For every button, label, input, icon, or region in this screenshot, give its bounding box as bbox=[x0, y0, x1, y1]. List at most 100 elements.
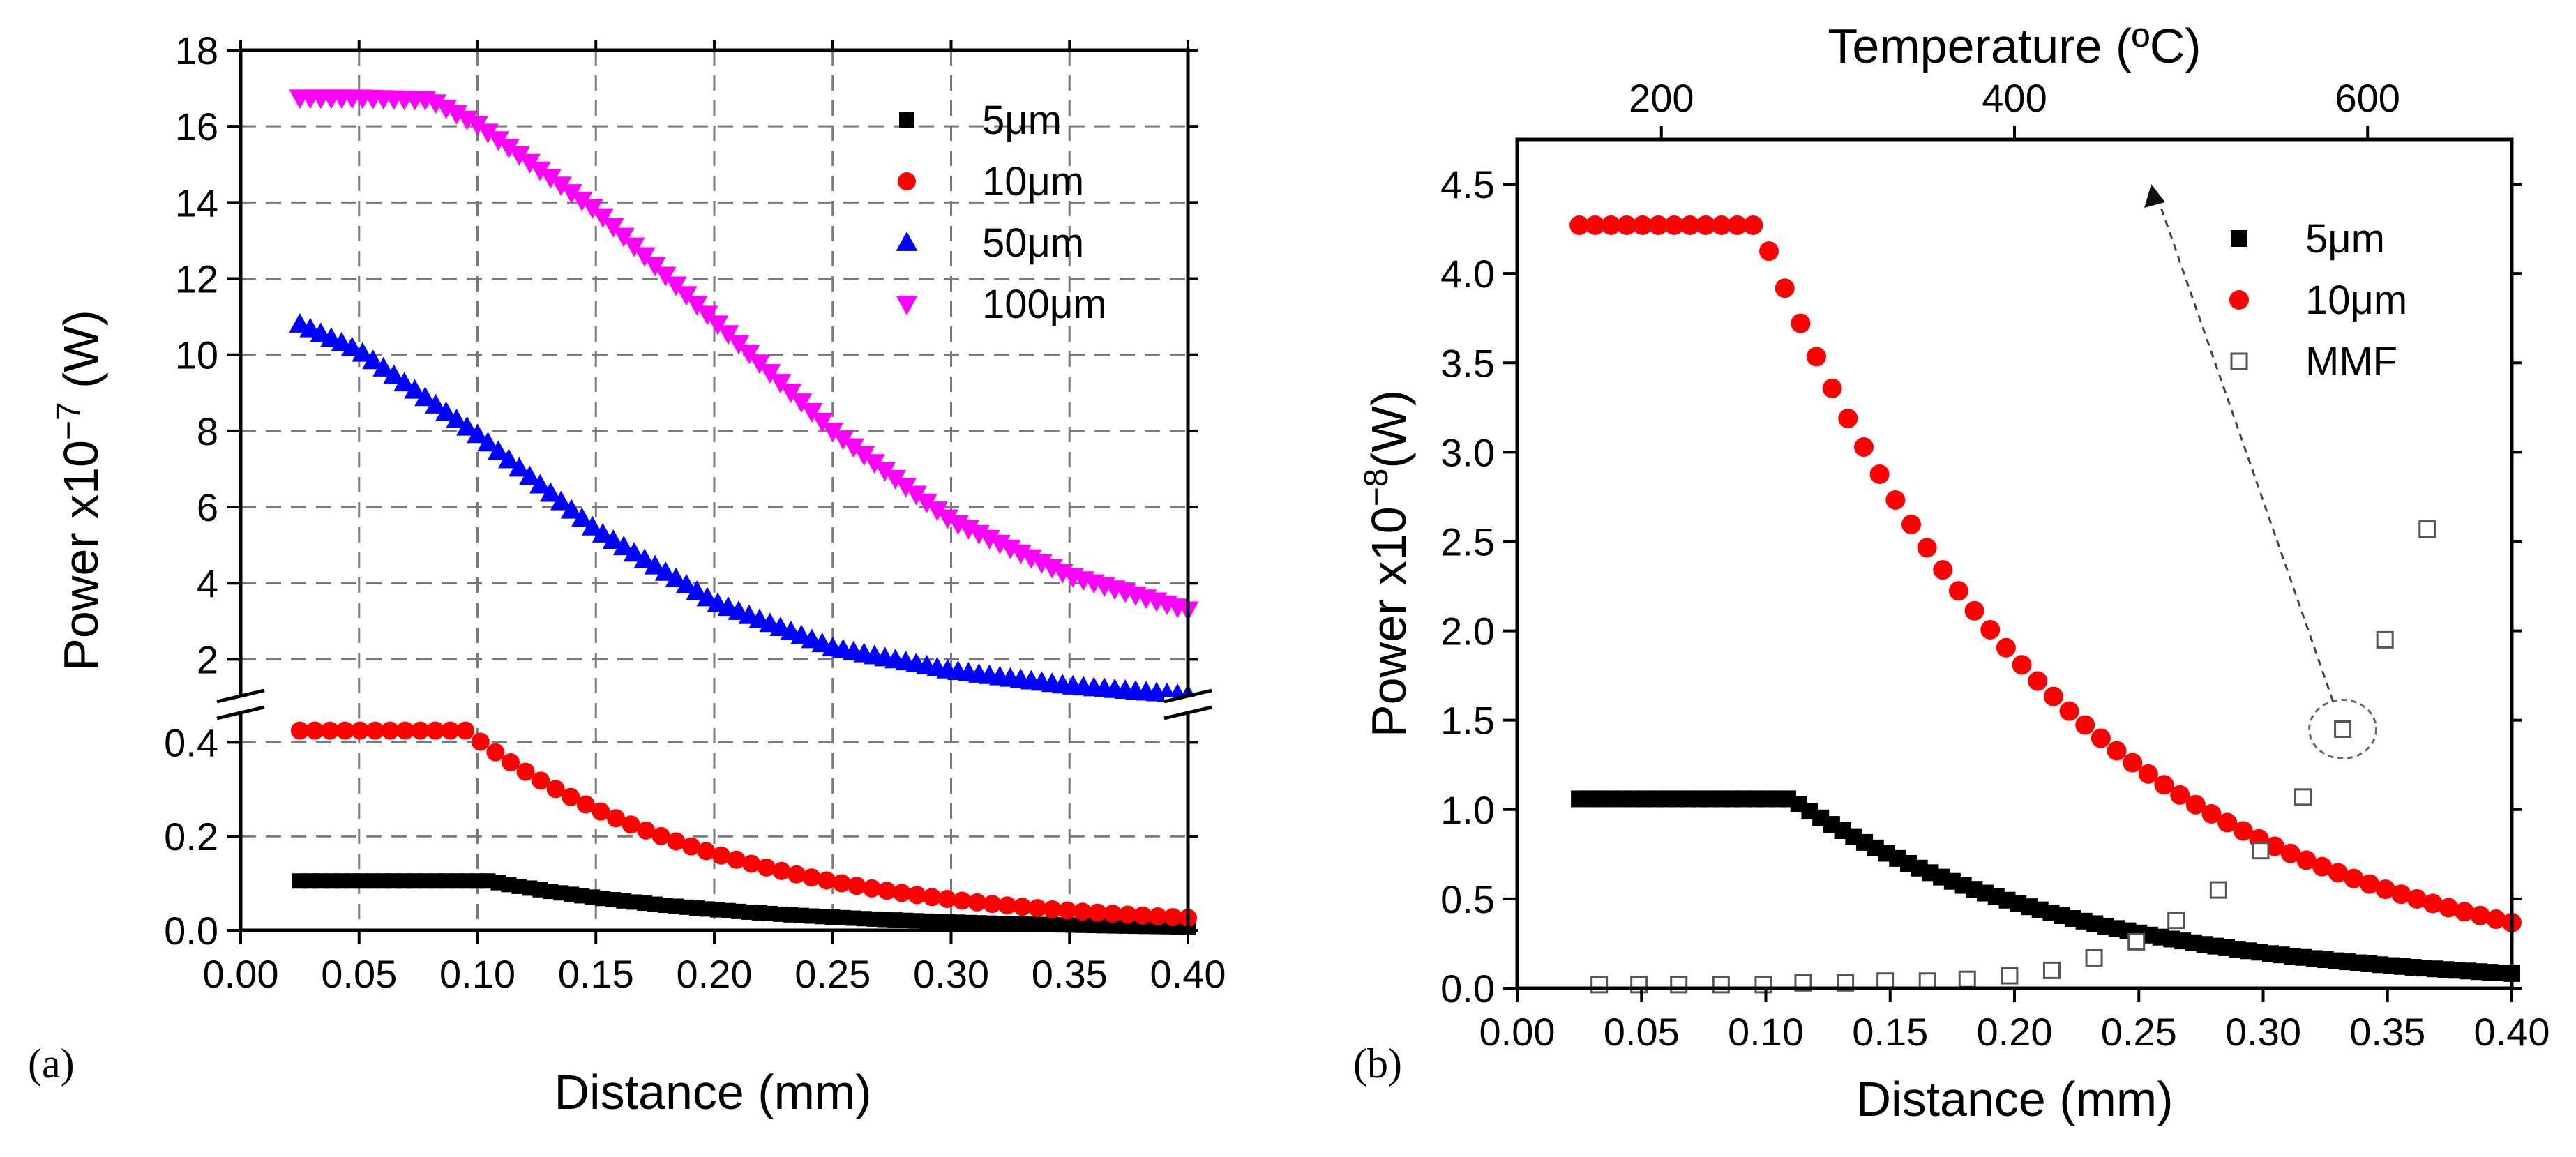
panel-b-point bbox=[2075, 715, 2095, 735]
panel-b-point bbox=[2085, 948, 2103, 967]
panel-a-point bbox=[486, 743, 505, 762]
panel-a-point bbox=[967, 893, 986, 912]
panel-a-point bbox=[665, 567, 687, 587]
panel-a-point bbox=[651, 826, 670, 845]
panel-b-y-tick-label: 2.0 bbox=[1440, 610, 1495, 653]
panel-b-point bbox=[1696, 215, 1716, 235]
panel-a: 0.00 0.05 0.10 0.15 0.20 0.25 0.30 0.35 0.40 2 4 6 8… bbox=[28, 29, 1226, 1119]
panel-b-point bbox=[2423, 893, 2443, 914]
panel-a-point bbox=[592, 522, 614, 543]
panel-a-point bbox=[623, 542, 645, 562]
panel-a-point bbox=[667, 832, 686, 851]
panel-b-point bbox=[2391, 884, 2411, 905]
panel-a-point bbox=[787, 865, 806, 884]
panel-b-top-x-tick-label: 200 bbox=[1629, 76, 1694, 120]
panel-b-point bbox=[1569, 215, 1590, 235]
panel-b-point bbox=[1791, 313, 1811, 333]
panel-a-point bbox=[893, 884, 912, 902]
panel-a-point bbox=[607, 809, 626, 828]
panel-b-point bbox=[1680, 215, 1700, 235]
panel-a-point bbox=[290, 721, 309, 740]
panel-a-series-2 bbox=[290, 721, 1197, 928]
panel-a-x-tick-label: 0.15 bbox=[558, 952, 634, 996]
panel-b-point bbox=[2001, 967, 2019, 985]
panel-a-point bbox=[532, 771, 550, 790]
panel-b-point bbox=[2312, 856, 2333, 877]
panel-b-point bbox=[1807, 347, 1827, 367]
panel-a-point bbox=[675, 574, 698, 594]
panel-a-point bbox=[832, 430, 854, 451]
panel-a-point bbox=[321, 721, 340, 740]
panel-b-point bbox=[2209, 881, 2227, 899]
panel-b-point bbox=[1996, 637, 2016, 658]
panel-a-point bbox=[802, 868, 821, 887]
panel-b-point bbox=[1617, 215, 1637, 235]
panel-b-point bbox=[2217, 812, 2238, 833]
panel-a-point bbox=[686, 580, 708, 600]
panel-a-point bbox=[818, 871, 836, 890]
panel-b-x-tick-label: 0.30 bbox=[2225, 1010, 2301, 1054]
panel-a-y-tick-label: 0.4 bbox=[164, 720, 218, 764]
annotation-arrow-line bbox=[2157, 199, 2334, 702]
panel-a-point bbox=[560, 184, 582, 204]
panel-a-label: (a) bbox=[28, 1041, 75, 1087]
panel-a-point bbox=[592, 802, 610, 821]
panel-b-point bbox=[1901, 515, 1921, 535]
panel-b-point bbox=[2012, 655, 2032, 675]
panel-b-y-tick-label: 0.0 bbox=[1440, 967, 1495, 1011]
panel-b-point bbox=[2091, 728, 2111, 748]
panel-a-point bbox=[501, 753, 520, 772]
panel-a-point bbox=[1104, 905, 1122, 923]
panel-a-point bbox=[1163, 908, 1182, 927]
panel-a-point bbox=[425, 393, 446, 414]
panel-a-x-tick-label: 0.00 bbox=[203, 952, 279, 996]
panel-b-legend-marker bbox=[2230, 352, 2248, 370]
panel-a-point bbox=[1043, 900, 1062, 918]
panel-a-legend-label: 10μm bbox=[982, 159, 1084, 204]
panel-a-legend: 5μm 10μm 50μm 100μm bbox=[896, 98, 1107, 327]
panel-a-x-tick-label: 0.30 bbox=[913, 952, 989, 996]
panel-b-point bbox=[2455, 902, 2475, 922]
panel-b-point bbox=[2418, 520, 2436, 538]
panel-a-point bbox=[1088, 903, 1107, 922]
panel-a-point bbox=[441, 721, 460, 740]
panel-b-point bbox=[2334, 720, 2352, 738]
panel-a-point bbox=[435, 401, 457, 421]
panel-b-point bbox=[1585, 215, 1605, 235]
panel-a-point bbox=[895, 478, 917, 498]
panel-b-x-axis-label: Distance (mm) bbox=[1855, 1072, 2173, 1126]
panel-a-point bbox=[1028, 899, 1047, 918]
panel-b-top-x-tick-label: 600 bbox=[2335, 76, 2400, 120]
panel-b-point bbox=[1632, 215, 1652, 235]
panel-a-x-tick-label: 0.25 bbox=[794, 952, 871, 996]
panel-b-point bbox=[2167, 912, 2185, 930]
panel-a-y-tick-label: 4 bbox=[197, 561, 218, 605]
panel-a-ticks: 0.00 0.05 0.10 0.15 0.20 0.25 0.30 0.35 0.40 2 4 6 8… bbox=[164, 29, 1226, 996]
panel-a-point bbox=[998, 896, 1017, 915]
panel-b-point bbox=[1885, 490, 1906, 510]
panel-a-y-axis-label: Power x10−7 (W) bbox=[50, 310, 108, 671]
panel-a-point bbox=[477, 432, 499, 452]
panel-a-point bbox=[926, 501, 948, 522]
panel-b-x-tick-label: 0.00 bbox=[1479, 1010, 1556, 1054]
panel-a-point bbox=[1118, 905, 1137, 924]
panel-a-y-tick-label: 16 bbox=[175, 105, 218, 149]
panel-b-y-tick-label: 4.5 bbox=[1440, 162, 1495, 206]
panel-a-point bbox=[1058, 901, 1077, 920]
panel-a-point bbox=[862, 879, 881, 898]
panel-a-x-axis-label: Distance (mm) bbox=[554, 1065, 871, 1119]
panel-a-point bbox=[923, 888, 942, 907]
panel-b-y-tick-label: 2.5 bbox=[1440, 520, 1495, 564]
panel-b-top-x-tick-label: 400 bbox=[1982, 76, 2047, 120]
panel-b-y-tick-label: 4.0 bbox=[1440, 252, 1495, 296]
panel-b-point bbox=[2170, 785, 2190, 805]
annotation-ellipse bbox=[2308, 698, 2378, 759]
panel-b-series-3 bbox=[1590, 520, 2436, 994]
panel-b-point bbox=[2280, 843, 2300, 863]
panel-a-x-tick-label: 0.05 bbox=[321, 952, 397, 996]
panel-a-point bbox=[622, 815, 640, 834]
panel-a-x-tick-label: 0.20 bbox=[677, 952, 753, 996]
panel-b-x-tick-label: 0.25 bbox=[2101, 1010, 2177, 1054]
panel-b-point bbox=[1743, 215, 1763, 235]
